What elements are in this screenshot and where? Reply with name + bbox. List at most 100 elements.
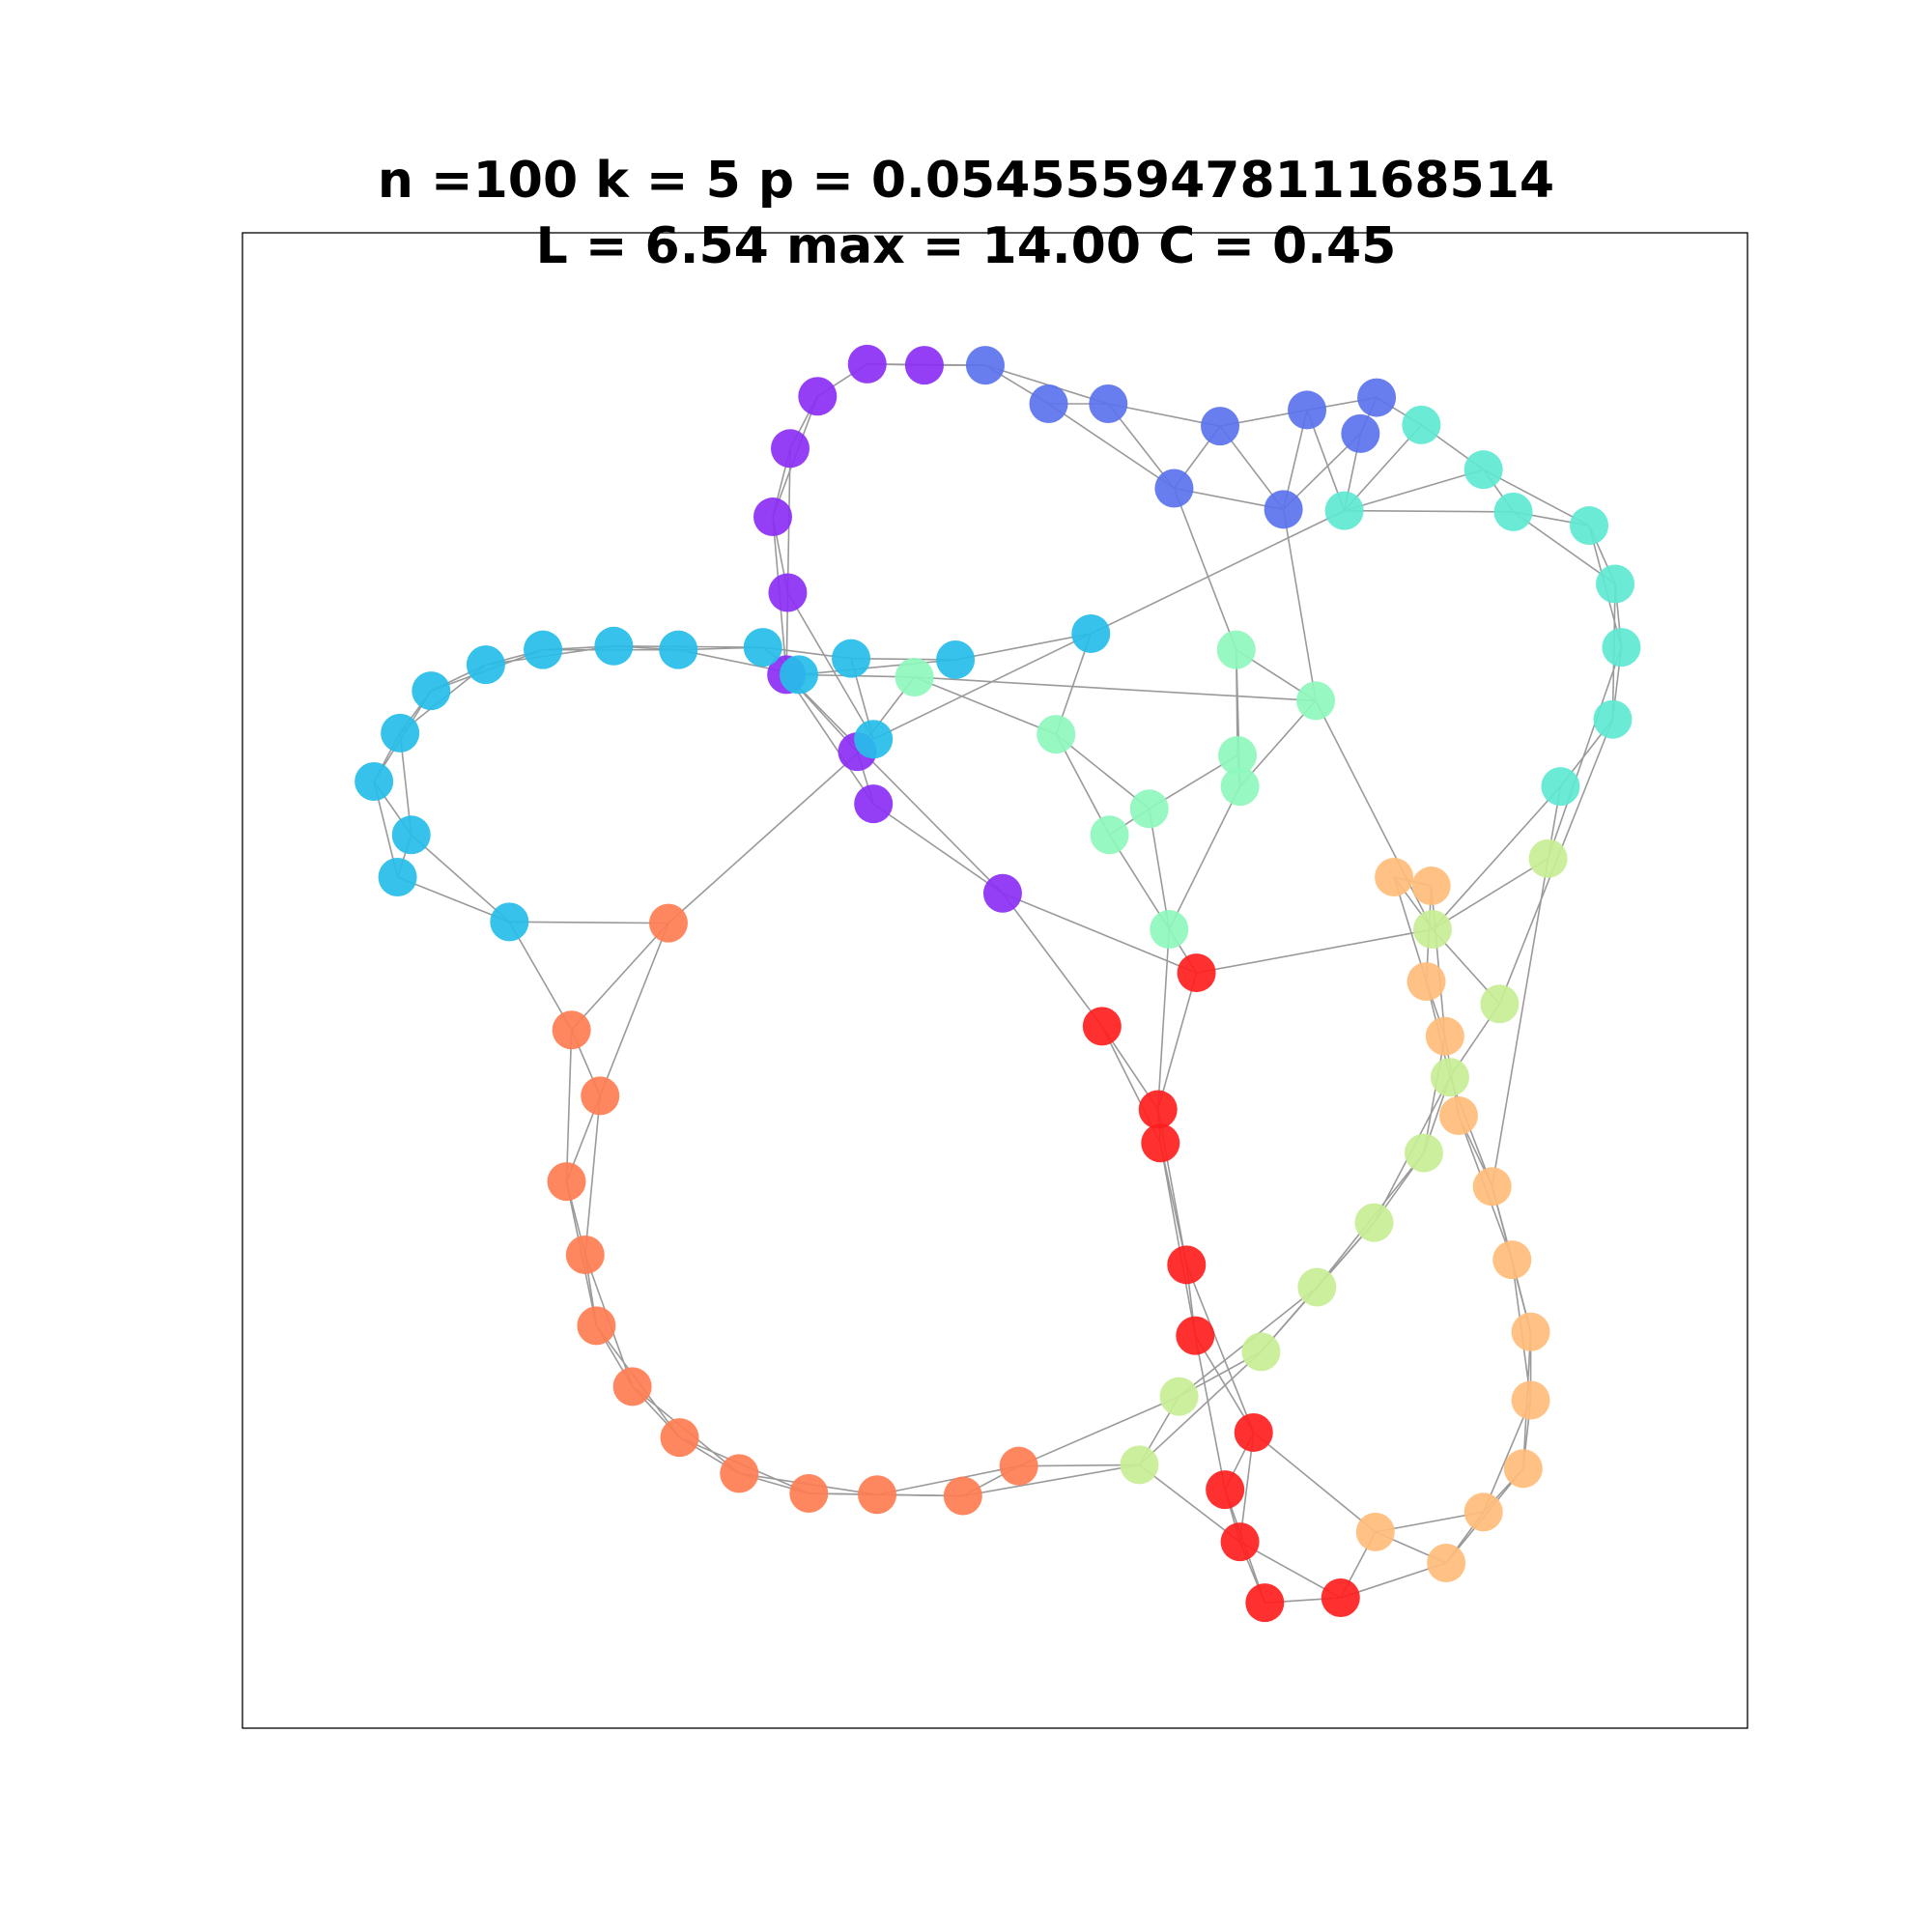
graph-node-red	[1245, 1583, 1284, 1622]
graph-node-lime	[1160, 1378, 1199, 1416]
graph-node-purple	[848, 345, 887, 384]
graph-node-coral	[720, 1454, 758, 1492]
graph-node-cyan	[1071, 614, 1110, 653]
graph-node-blue	[1288, 390, 1326, 429]
graph-node-lime	[1297, 1267, 1336, 1306]
graph-node-mint	[1221, 767, 1260, 806]
graph-node-turquoise	[1402, 406, 1440, 444]
graph-node-orange	[1473, 1167, 1512, 1206]
graph-node-coral	[649, 904, 688, 943]
graph-node-purple	[798, 377, 837, 415]
graph-node-mint	[895, 658, 934, 696]
graph-node-cyan	[744, 628, 782, 667]
graph-node-turquoise	[1494, 493, 1533, 531]
graph-node-orange	[1407, 962, 1446, 1001]
graph-node-orange	[1512, 1381, 1550, 1420]
graph-node-mint	[1130, 789, 1169, 828]
graph-node-lime	[1480, 984, 1519, 1023]
graph-edge	[1174, 488, 1236, 649]
graph-node-blue	[1154, 469, 1193, 507]
graph-node-purple	[905, 346, 944, 384]
graph-node-coral	[789, 1474, 828, 1513]
graph-node-coral	[613, 1367, 652, 1406]
graph-node-cyan	[594, 627, 633, 666]
graph-node-blue	[1341, 414, 1379, 453]
graph-edge	[1254, 1433, 1376, 1532]
graph-node-red	[1235, 1413, 1273, 1452]
graph-edge	[572, 923, 668, 1031]
graph-node-coral	[566, 1236, 605, 1274]
graph-node-red	[1321, 1578, 1360, 1617]
graph-node-orange	[1375, 858, 1413, 896]
graph-node-blue	[1030, 384, 1068, 423]
graph-node-purple	[768, 574, 807, 612]
graph-node-red	[1083, 1007, 1122, 1045]
graph-node-lime	[1120, 1445, 1158, 1484]
graph-node-orange	[1427, 1544, 1465, 1582]
graph-node-mint	[1091, 815, 1129, 854]
graph-node-turquoise	[1593, 700, 1632, 739]
graph-edge	[1091, 511, 1344, 634]
graph-node-blue	[1089, 384, 1127, 423]
graph-node-turquoise	[1541, 767, 1579, 806]
graph-node-orange	[1504, 1449, 1543, 1488]
graph-node-coral	[661, 1418, 699, 1457]
graph-edge	[1345, 511, 1514, 512]
graph-edge	[915, 677, 1316, 700]
graph-node-coral	[1000, 1447, 1038, 1486]
graph-node-cyan	[832, 639, 870, 678]
graph-node-red	[1221, 1522, 1260, 1561]
graph-node-orange	[1439, 1096, 1478, 1135]
graph-edge	[600, 923, 668, 1096]
graph-node-blue	[1264, 490, 1303, 528]
graph-node-purple	[753, 497, 792, 536]
graph-edge	[1160, 1143, 1195, 1335]
graph-edge	[585, 1095, 600, 1255]
graph-edge	[963, 1464, 1140, 1495]
graph-edge	[873, 804, 1003, 894]
graph-node-cyan	[659, 631, 697, 669]
graph-node-mint	[1150, 910, 1188, 949]
graph-edge	[1548, 647, 1622, 859]
graph-node-cyan	[412, 671, 450, 710]
graph-node-red	[1206, 1470, 1244, 1509]
graph-edge	[1433, 859, 1548, 929]
graph-node-cyan	[355, 762, 393, 801]
graph-node-cyan	[524, 631, 562, 669]
graph-node-lime	[1431, 1058, 1469, 1096]
node-layer	[355, 345, 1640, 1622]
graph-node-orange	[1412, 867, 1451, 905]
graph-edge	[1158, 929, 1170, 1109]
graph-node-red	[1167, 1245, 1206, 1284]
graph-node-purple	[771, 429, 810, 468]
graph-node-mint	[1217, 631, 1256, 669]
graph-node-coral	[553, 1010, 591, 1049]
graph-node-blue	[1201, 407, 1239, 445]
graph-node-cyan	[780, 655, 818, 694]
graph-node-blue	[966, 346, 1005, 384]
graph-node-turquoise	[1602, 628, 1640, 667]
graph-node-coral	[858, 1475, 896, 1514]
graph-node-red	[1141, 1123, 1179, 1162]
graph-edge	[1158, 973, 1197, 1109]
graph-edge	[955, 634, 1091, 660]
plot-frame	[242, 233, 1747, 1728]
graph-node-coral	[577, 1306, 615, 1345]
graph-node-purple	[983, 874, 1022, 913]
graph-node-turquoise	[1325, 492, 1364, 530]
graph-edge	[1345, 469, 1484, 510]
graph-node-coral	[944, 1477, 982, 1516]
graph-node-orange	[1492, 1240, 1531, 1279]
graph-edge	[668, 739, 873, 923]
graph-node-lime	[1241, 1332, 1280, 1371]
graph-node-turquoise	[1570, 506, 1608, 545]
graph-node-cyan	[936, 640, 975, 679]
graph-node-cyan	[381, 714, 419, 753]
graph-edge	[412, 835, 510, 922]
graph-edge	[1432, 886, 1445, 1037]
graph-node-red	[1178, 953, 1216, 992]
graph-node-purple	[854, 784, 893, 823]
graph-node-lime	[1405, 1134, 1443, 1173]
graph-edge	[1195, 1336, 1225, 1490]
